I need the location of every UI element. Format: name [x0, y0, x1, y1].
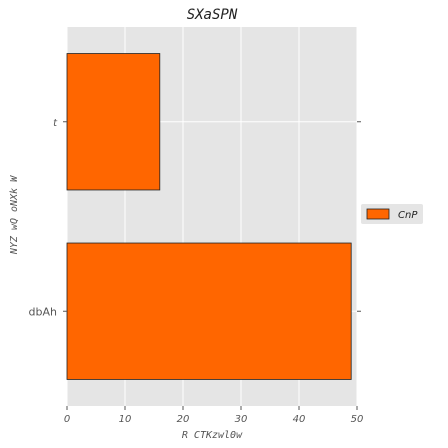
- x-tick-label: 40: [293, 414, 306, 425]
- legend-label: CnP: [398, 210, 418, 221]
- x-axis-label: R CTKzwl0w: [182, 430, 243, 441]
- x-tick-label: 0: [64, 414, 70, 425]
- x-tick-label: 50: [351, 414, 364, 425]
- y-axis-label: NYZ wQ oNXk W: [9, 175, 20, 255]
- y-axis-ticks: dbAh t: [29, 118, 361, 318]
- x-tick-label: 30: [235, 414, 248, 425]
- bar-t: [66, 53, 161, 191]
- x-tick-label: 20: [177, 414, 190, 425]
- chart-title: SXaSPN: [187, 7, 238, 23]
- x-tick-label: 10: [119, 414, 132, 425]
- legend-swatch: [366, 208, 390, 220]
- legend: CnP: [361, 204, 423, 224]
- x-axis-ticks: 0 10 20 30 40 50: [64, 406, 364, 425]
- y-tick-label: t: [53, 118, 58, 129]
- bar-dbAh: [66, 242, 352, 380]
- y-tick-label: dbAh: [29, 305, 57, 318]
- bars: [66, 53, 352, 380]
